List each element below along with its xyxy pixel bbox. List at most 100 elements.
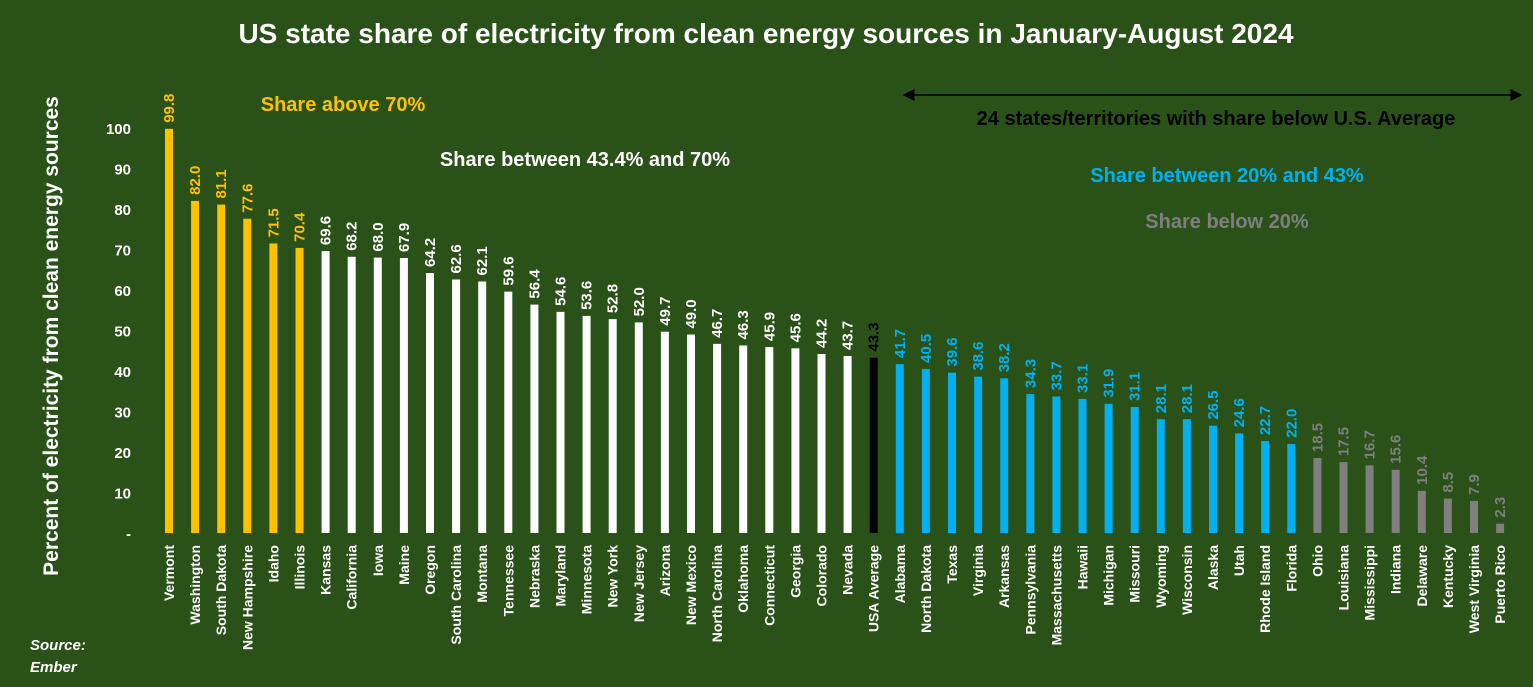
- bar: [634, 322, 643, 533]
- value-label: 43.3: [866, 322, 883, 351]
- category-label: Kansas: [318, 545, 334, 595]
- bar: [217, 204, 226, 534]
- value-label: 46.7: [709, 309, 726, 338]
- category-label: Nebraska: [526, 545, 542, 608]
- category-label: Rhode Island: [1257, 545, 1273, 633]
- bar: [921, 368, 930, 533]
- bar: [1235, 433, 1244, 533]
- value-label: 68.2: [344, 222, 361, 251]
- value-label: 26.5: [1205, 390, 1222, 419]
- value-label: 16.7: [1362, 430, 1379, 459]
- category-label: South Carolina: [448, 545, 464, 645]
- value-label: 22.0: [1283, 409, 1300, 438]
- bar: [478, 281, 487, 533]
- value-label: 59.6: [500, 256, 517, 285]
- bar: [1156, 419, 1165, 533]
- category-label: Oregon: [422, 545, 438, 595]
- range-annotation: 24 states/territories with share below U…: [977, 108, 1456, 130]
- category-labels: Vermont Washington South Dakota New Hampshi…: [161, 545, 1508, 650]
- y-tick-label: 40: [114, 364, 131, 381]
- category-label: Minnesota: [579, 545, 595, 614]
- category-label: Alabama: [892, 545, 908, 604]
- category-label: Nevada: [840, 545, 856, 595]
- bar: [948, 372, 956, 533]
- category-label: Mississippi: [1362, 545, 1378, 620]
- source-name: Ember: [30, 659, 78, 676]
- category-label: Montana: [474, 545, 490, 603]
- bars: [165, 128, 1505, 534]
- value-label: 77.6: [239, 184, 256, 213]
- value-label: 24.6: [1231, 398, 1248, 427]
- value-label: 2.3: [1492, 497, 1509, 518]
- bar: [1443, 498, 1452, 533]
- category-label: Alaska: [1205, 545, 1221, 590]
- value-label: 28.1: [1153, 384, 1170, 413]
- category-label: South Dakota: [213, 545, 229, 635]
- value-label: 15.6: [1388, 435, 1405, 464]
- category-label: Iowa: [370, 545, 386, 576]
- category-label: North Dakota: [918, 545, 934, 633]
- category-label: Ohio: [1309, 545, 1325, 577]
- value-label: 67.9: [396, 223, 413, 252]
- category-label: Connecticut: [761, 545, 777, 626]
- category-label: Maryland: [553, 545, 569, 606]
- y-tick-label: 30: [114, 405, 131, 422]
- bar: [1339, 462, 1348, 533]
- bar: [373, 257, 382, 533]
- bar: [1261, 441, 1270, 533]
- category-label: Tennessee: [500, 545, 516, 617]
- value-label: 7.9: [1466, 474, 1483, 495]
- value-label: 69.6: [318, 216, 335, 245]
- bar: [1365, 465, 1374, 533]
- value-label: 22.7: [1257, 406, 1274, 435]
- legend-share-between-20-43: Share between 20% and 43%: [1090, 165, 1364, 187]
- bar: [1026, 394, 1035, 533]
- category-label: Georgia: [787, 545, 803, 598]
- legend-share-between-43-70: Share between 43.4% and 70%: [440, 149, 730, 171]
- category-label: Illinois: [292, 545, 308, 590]
- value-label: 31.9: [1101, 369, 1118, 398]
- value-label: 10.4: [1414, 455, 1431, 485]
- bar: [1470, 501, 1478, 533]
- bar: [817, 353, 826, 533]
- y-tick-label: 50: [114, 324, 131, 341]
- value-label: 70.4: [292, 212, 309, 242]
- value-label: 99.8: [161, 94, 178, 123]
- bar: [347, 256, 356, 533]
- category-label: West Virginia: [1466, 545, 1482, 633]
- bar: [687, 334, 695, 533]
- bar: [426, 272, 434, 533]
- y-tick-label: 20: [114, 445, 131, 462]
- y-axis-ticks: - 10 20 30 40 50 60 70 80 90 100: [106, 121, 131, 543]
- bar: [582, 315, 591, 533]
- bar: [791, 348, 800, 533]
- category-label: Wisconsin: [1179, 545, 1195, 615]
- bar: [869, 357, 878, 533]
- category-label: Arkansas: [996, 545, 1012, 608]
- legend-share-below-20: Share below 20%: [1145, 211, 1309, 233]
- y-tick-label: -: [126, 526, 131, 543]
- value-label: 43.7: [840, 321, 857, 350]
- bar: [1182, 419, 1191, 533]
- category-label: Oklahoma: [735, 545, 751, 613]
- category-label: Pennsylvania: [1022, 545, 1038, 635]
- value-label: 40.5: [918, 334, 935, 363]
- bar: [1000, 378, 1009, 533]
- bar: [452, 279, 461, 533]
- value-label: 8.5: [1440, 472, 1457, 493]
- bar: [843, 356, 852, 533]
- value-label: 62.6: [448, 244, 465, 273]
- bar: [660, 331, 669, 533]
- value-label: 33.7: [1048, 361, 1065, 390]
- value-label: 39.6: [944, 337, 961, 366]
- bar: [1391, 469, 1400, 533]
- value-label: 31.1: [1127, 372, 1144, 401]
- category-label: Florida: [1283, 545, 1299, 592]
- value-label: 33.1: [1075, 364, 1092, 393]
- value-label: 34.3: [1022, 359, 1039, 388]
- bar: [556, 311, 565, 533]
- value-label: 54.6: [553, 277, 570, 306]
- category-label: USA Average: [866, 545, 882, 632]
- category-label: Michigan: [1101, 545, 1117, 606]
